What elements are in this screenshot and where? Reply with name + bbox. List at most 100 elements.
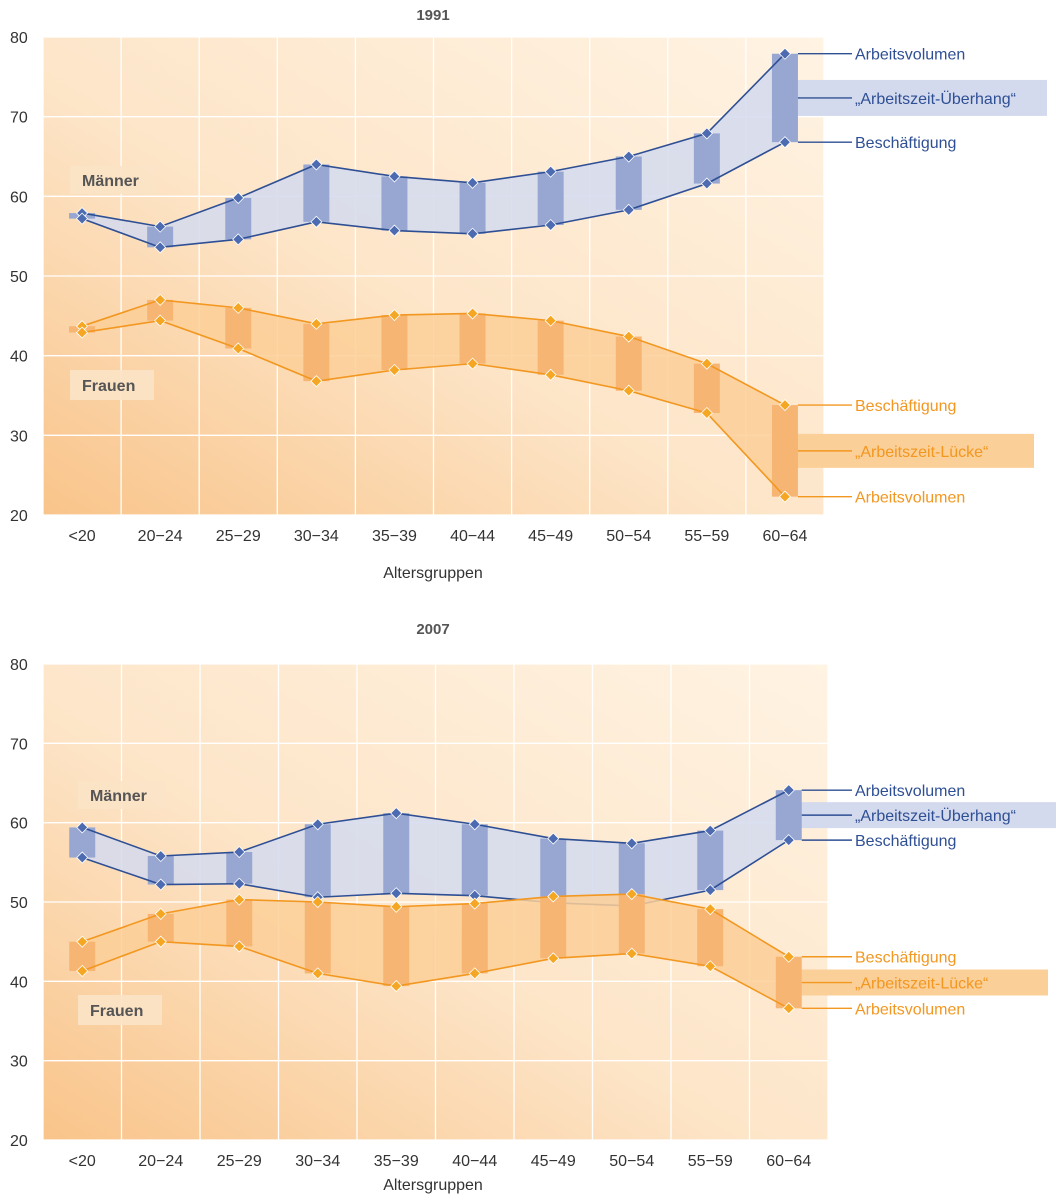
annotation-label: „Arbeitszeit-Überhang“	[855, 807, 1016, 825]
x-tick-label: 50−54	[606, 528, 651, 545]
x-tick-label: 55−59	[688, 1153, 733, 1170]
data-point-marker	[311, 895, 324, 909]
data-point-marker	[154, 935, 167, 948]
annotation-label: Beschäftigung	[855, 135, 956, 152]
series-line	[81, 839, 790, 907]
y-tick-label: 30	[10, 1054, 28, 1071]
gap-bar	[383, 813, 410, 894]
data-point-marker	[388, 363, 401, 377]
x-tick-label: 25−29	[217, 1153, 262, 1170]
annotation-label: „Arbeitszeit-Lücke“	[855, 444, 988, 461]
chart-title: 2007	[416, 621, 449, 638]
gap-bar	[383, 906, 410, 987]
annotation-label: Arbeitsvolumen	[855, 47, 965, 64]
data-point-marker	[233, 877, 246, 890]
data-point-marker	[625, 837, 638, 850]
gap-band-area	[82, 53, 785, 248]
y-tick-label: 60	[10, 189, 28, 206]
gap-bar	[697, 830, 724, 891]
gap-band-area	[82, 790, 789, 906]
data-point-marker	[700, 177, 713, 190]
data-point-marker	[466, 176, 479, 189]
y-tick-label: 70	[10, 736, 28, 753]
x-tick-label: 40−44	[450, 528, 495, 545]
data-point-marker	[154, 314, 167, 327]
data-point-marker	[547, 890, 560, 903]
data-point-marker	[154, 907, 167, 920]
x-tick-label: 25−29	[216, 528, 261, 545]
gap-bar	[304, 824, 331, 898]
group-label-box	[78, 781, 166, 809]
gap-bar	[225, 307, 252, 349]
gap-band-area	[82, 894, 789, 1009]
data-point-marker	[390, 807, 403, 820]
y-tick-label: 20	[10, 1133, 28, 1150]
annotation-label: Beschäftigung	[855, 833, 956, 850]
gap-bar	[771, 53, 798, 143]
data-point-marker	[700, 406, 713, 420]
data-point-marker	[233, 940, 246, 953]
gap-bar	[461, 824, 488, 896]
group-label: Frauen	[90, 1003, 143, 1020]
x-tick-label: 35−39	[374, 1153, 419, 1170]
gap-bar	[381, 176, 408, 231]
data-point-marker	[388, 224, 401, 237]
annotation-label: Arbeitsvolumen	[855, 490, 965, 507]
data-point-marker	[76, 964, 89, 978]
data-point-marker	[468, 897, 481, 910]
x-axis-label: Altersgruppen	[383, 1177, 483, 1194]
gap-bar	[618, 894, 645, 954]
data-point-marker	[310, 158, 323, 171]
annotation-label: Arbeitsvolumen	[855, 783, 965, 800]
y-tick-label: 60	[10, 816, 28, 833]
gap-bar	[775, 790, 802, 841]
data-point-marker	[466, 357, 479, 370]
gap-band-area	[82, 299, 785, 497]
gap-bar	[461, 903, 488, 974]
y-tick-label: 40	[10, 349, 28, 366]
x-tick-label: 35−39	[372, 528, 417, 545]
group-label: Frauen	[82, 378, 135, 395]
gap-bar	[697, 909, 724, 967]
data-point-marker	[154, 849, 167, 863]
data-point-marker	[232, 191, 245, 204]
data-point-marker	[622, 330, 635, 343]
y-tick-label: 80	[10, 657, 28, 674]
group-label-box	[70, 370, 154, 400]
group-label: Männer	[90, 788, 147, 805]
x-tick-label: 60−64	[762, 528, 807, 545]
group-label-box	[70, 166, 158, 194]
data-point-marker	[310, 317, 323, 330]
data-point-marker	[232, 342, 245, 355]
gap-bar	[304, 902, 331, 974]
gap-bar	[225, 197, 252, 240]
data-point-marker	[544, 165, 557, 178]
y-tick-label: 50	[10, 269, 28, 286]
data-point-marker	[390, 980, 403, 993]
gap-bar	[540, 896, 567, 959]
data-point-marker	[778, 136, 792, 149]
data-point-marker	[75, 326, 89, 339]
y-tick-label: 40	[10, 974, 28, 991]
series-line	[81, 141, 786, 249]
data-point-marker	[154, 241, 167, 254]
x-axis-label: Altersgruppen	[383, 565, 483, 582]
data-point-marker	[76, 935, 89, 948]
gap-bar	[459, 182, 486, 234]
data-point-marker	[311, 818, 324, 831]
y-tick-label: 20	[10, 508, 28, 525]
data-point-marker	[547, 832, 560, 845]
y-tick-label: 80	[10, 30, 28, 47]
data-point-marker	[76, 821, 89, 834]
data-point-marker	[778, 490, 792, 503]
data-point-marker	[704, 884, 717, 897]
y-tick-label: 50	[10, 895, 28, 912]
data-point-marker	[232, 233, 245, 246]
data-point-marker	[544, 368, 557, 381]
x-tick-label: 50−54	[609, 1153, 654, 1170]
annotation-label: „Arbeitszeit-Überhang“	[855, 90, 1016, 108]
data-point-marker	[311, 967, 324, 980]
annotation-label: Beschäftigung	[855, 398, 956, 415]
data-point-marker	[154, 293, 167, 306]
x-tick-label: 20−24	[138, 1153, 183, 1170]
